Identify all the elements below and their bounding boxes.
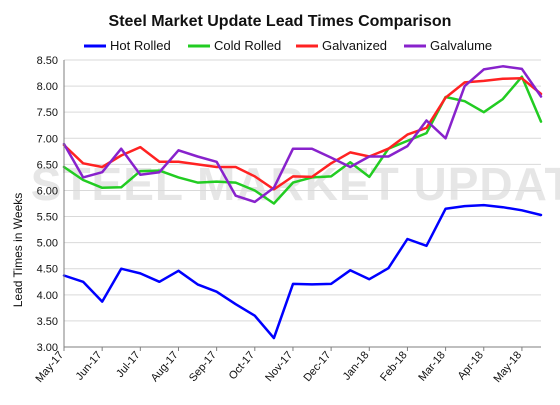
legend: Hot Rolled Cold Rolled Galvanized Galvalume [84, 38, 492, 53]
watermark-text: STEEL MARKET UPDATE [31, 158, 560, 210]
axes [63, 60, 541, 348]
legend-label-hot-rolled: Hot Rolled [110, 38, 171, 53]
y-tick-label: 3.00 [37, 342, 58, 354]
chart-title: Steel Market Update Lead Times Compariso… [109, 13, 452, 30]
y-tick-label: 6.00 [37, 185, 58, 197]
legend-label-galvanized: Galvanized [322, 38, 387, 53]
y-tick-label: 5.00 [37, 238, 58, 250]
series-line-galvanized [62, 77, 543, 191]
y-tick-label: 7.50 [37, 107, 58, 119]
y-tick-label: 4.00 [37, 290, 58, 302]
series-line-galvalume [62, 65, 543, 204]
y-tick-label: 6.50 [37, 159, 58, 171]
series-layer [62, 65, 543, 340]
y-tick-label: 3.50 [37, 316, 58, 328]
legend-label-galvalume: Galvalume [430, 38, 492, 53]
y-axis-title: Lead Times in Weeks [11, 193, 25, 308]
y-tick-label: 4.50 [37, 264, 58, 276]
series-line-cold-rolled [62, 75, 543, 205]
legend-label-cold-rolled: Cold Rolled [214, 38, 281, 53]
y-tick-label: 7.00 [37, 133, 58, 145]
y-tick-label: 5.50 [37, 212, 58, 224]
series-line-hot-rolled [62, 203, 543, 340]
y-ticks: 3.00 3.50 4.00 4.50 5.00 5.50 6.00 6.50 7.00 7.50… [37, 55, 58, 354]
y-tick-label: 8.00 [37, 81, 58, 93]
y-tick-label: 8.50 [37, 55, 58, 67]
